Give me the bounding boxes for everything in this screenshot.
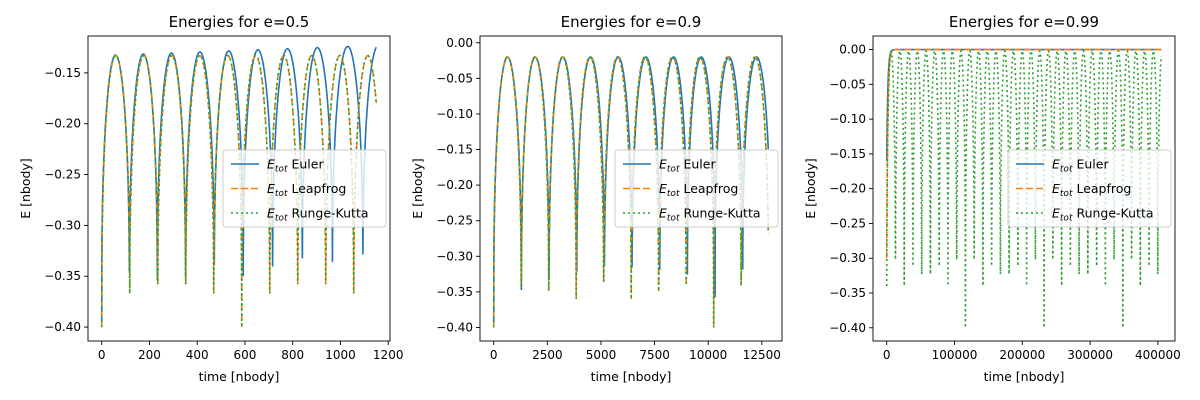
x-axis-label: time [nbody] [199,369,280,384]
legend-box [222,149,387,228]
y-tick-label: −0.20 [436,178,473,192]
y-tick-label: −0.10 [436,107,473,121]
legend-label-euler: Etot Euler [1052,157,1109,175]
y-tick-label: −0.05 [436,71,473,85]
x-tick-label: 1000 [325,348,356,362]
y-tick-label: −0.35 [436,285,473,299]
legend: Etot Euler Etot Leapfrog Etot Runge-Kutta [614,149,779,228]
y-tick-label: 0.00 [446,36,473,50]
x-tick-label: 300000 [1067,348,1113,362]
y-axis-label: E [nbody] [18,158,33,218]
series-line-rk [885,49,1163,328]
y-tick-label: −0.40 [44,320,81,334]
y-tick-label: −0.25 [44,168,81,182]
legend-label-euler: Etot Euler [659,157,716,175]
y-tick-label: −0.20 [44,117,81,131]
series-line-rk [492,56,770,328]
y-tick-label: −0.35 [829,286,866,300]
y-tick-label: −0.30 [436,249,473,263]
y-tick-label: −0.20 [829,182,866,196]
chart-title: Energies for e=0.99 [949,13,1099,31]
legend: Etot Euler Etot Leapfrog Etot Runge-Kutta [1007,149,1172,228]
y-tick-label: −0.15 [436,143,473,157]
x-tick-label: 12500 [743,348,781,362]
x-tick-label: 400000 [1135,348,1181,362]
x-tick-label: 100000 [932,348,978,362]
y-axis-label: E [nbody] [803,158,818,218]
y-tick-label: −0.25 [829,216,866,230]
x-tick-label: 0 [883,348,891,362]
legend-box [614,149,779,228]
legend-label-rk: Etot Runge-Kutta [659,206,761,224]
x-tick-label: 2500 [532,348,563,362]
x-tick-label: 600 [234,348,257,362]
chart-panel-1: 0 200 400 600 800 1000 1200 −0.40 −0.35 −0.30 −0.2… [18,13,403,384]
y-tick-label: −0.15 [44,66,81,80]
legend-label-leapfrog: Etot Leapfrog [659,181,738,199]
legend-label-leapfrog: Etot Leapfrog [1052,181,1131,199]
x-axis-label: time [nbody] [591,369,672,384]
legend-label-leapfrog: Etot Leapfrog [267,181,346,199]
x-tick-label: 0 [98,348,106,362]
series-group [885,48,1163,328]
x-tick-label: 800 [281,348,304,362]
y-axis-label: E [nbody] [410,158,425,218]
chart-title: Energies for e=0.9 [561,13,702,31]
chart-panel-2: 0 2500 5000 7500 10000 12500 −0.40 −0.35 −0.30 −0… [410,13,783,384]
y-tick-label: −0.30 [44,218,81,232]
legend-label-euler: Etot Euler [267,157,324,175]
y-tick-label: −0.10 [829,112,866,126]
x-tick-label: 0 [490,348,498,362]
y-tick-label: −0.40 [829,321,866,335]
series-line-leapfrog [885,48,1162,259]
x-tick-label: 1200 [373,348,404,362]
x-tick-label: 7500 [639,348,670,362]
y-tick-label: 0.00 [839,43,866,57]
series-line-rk [100,54,378,328]
x-tick-label: 5000 [586,348,617,362]
y-tick-label: −0.40 [436,320,473,334]
y-tick-label: −0.05 [829,77,866,91]
legend-label-rk: Etot Runge-Kutta [267,206,369,224]
x-tick-label: 200000 [999,348,1045,362]
legend-label-rk: Etot Runge-Kutta [1052,206,1154,224]
x-tick-label: 400 [186,348,209,362]
axes-frame [87,35,391,342]
x-tick-label: 200 [138,348,161,362]
x-tick-label: 10000 [689,348,727,362]
legend-box [1007,149,1172,228]
y-tick-label: −0.25 [436,214,473,228]
x-axis-label: time [nbody] [984,369,1065,384]
legend: Etot Euler Etot Leapfrog Etot Runge-Kutta [222,149,387,228]
axes-frame [479,35,783,342]
chart-panel-3: 0 100000 200000 300000 400000 −0.40 −0.35 −0.30… [803,13,1181,384]
y-tick-label: −0.15 [829,147,866,161]
chart-title: Energies for e=0.5 [169,13,310,31]
y-tick-label: −0.35 [44,269,81,283]
y-tick-label: −0.30 [829,251,866,265]
